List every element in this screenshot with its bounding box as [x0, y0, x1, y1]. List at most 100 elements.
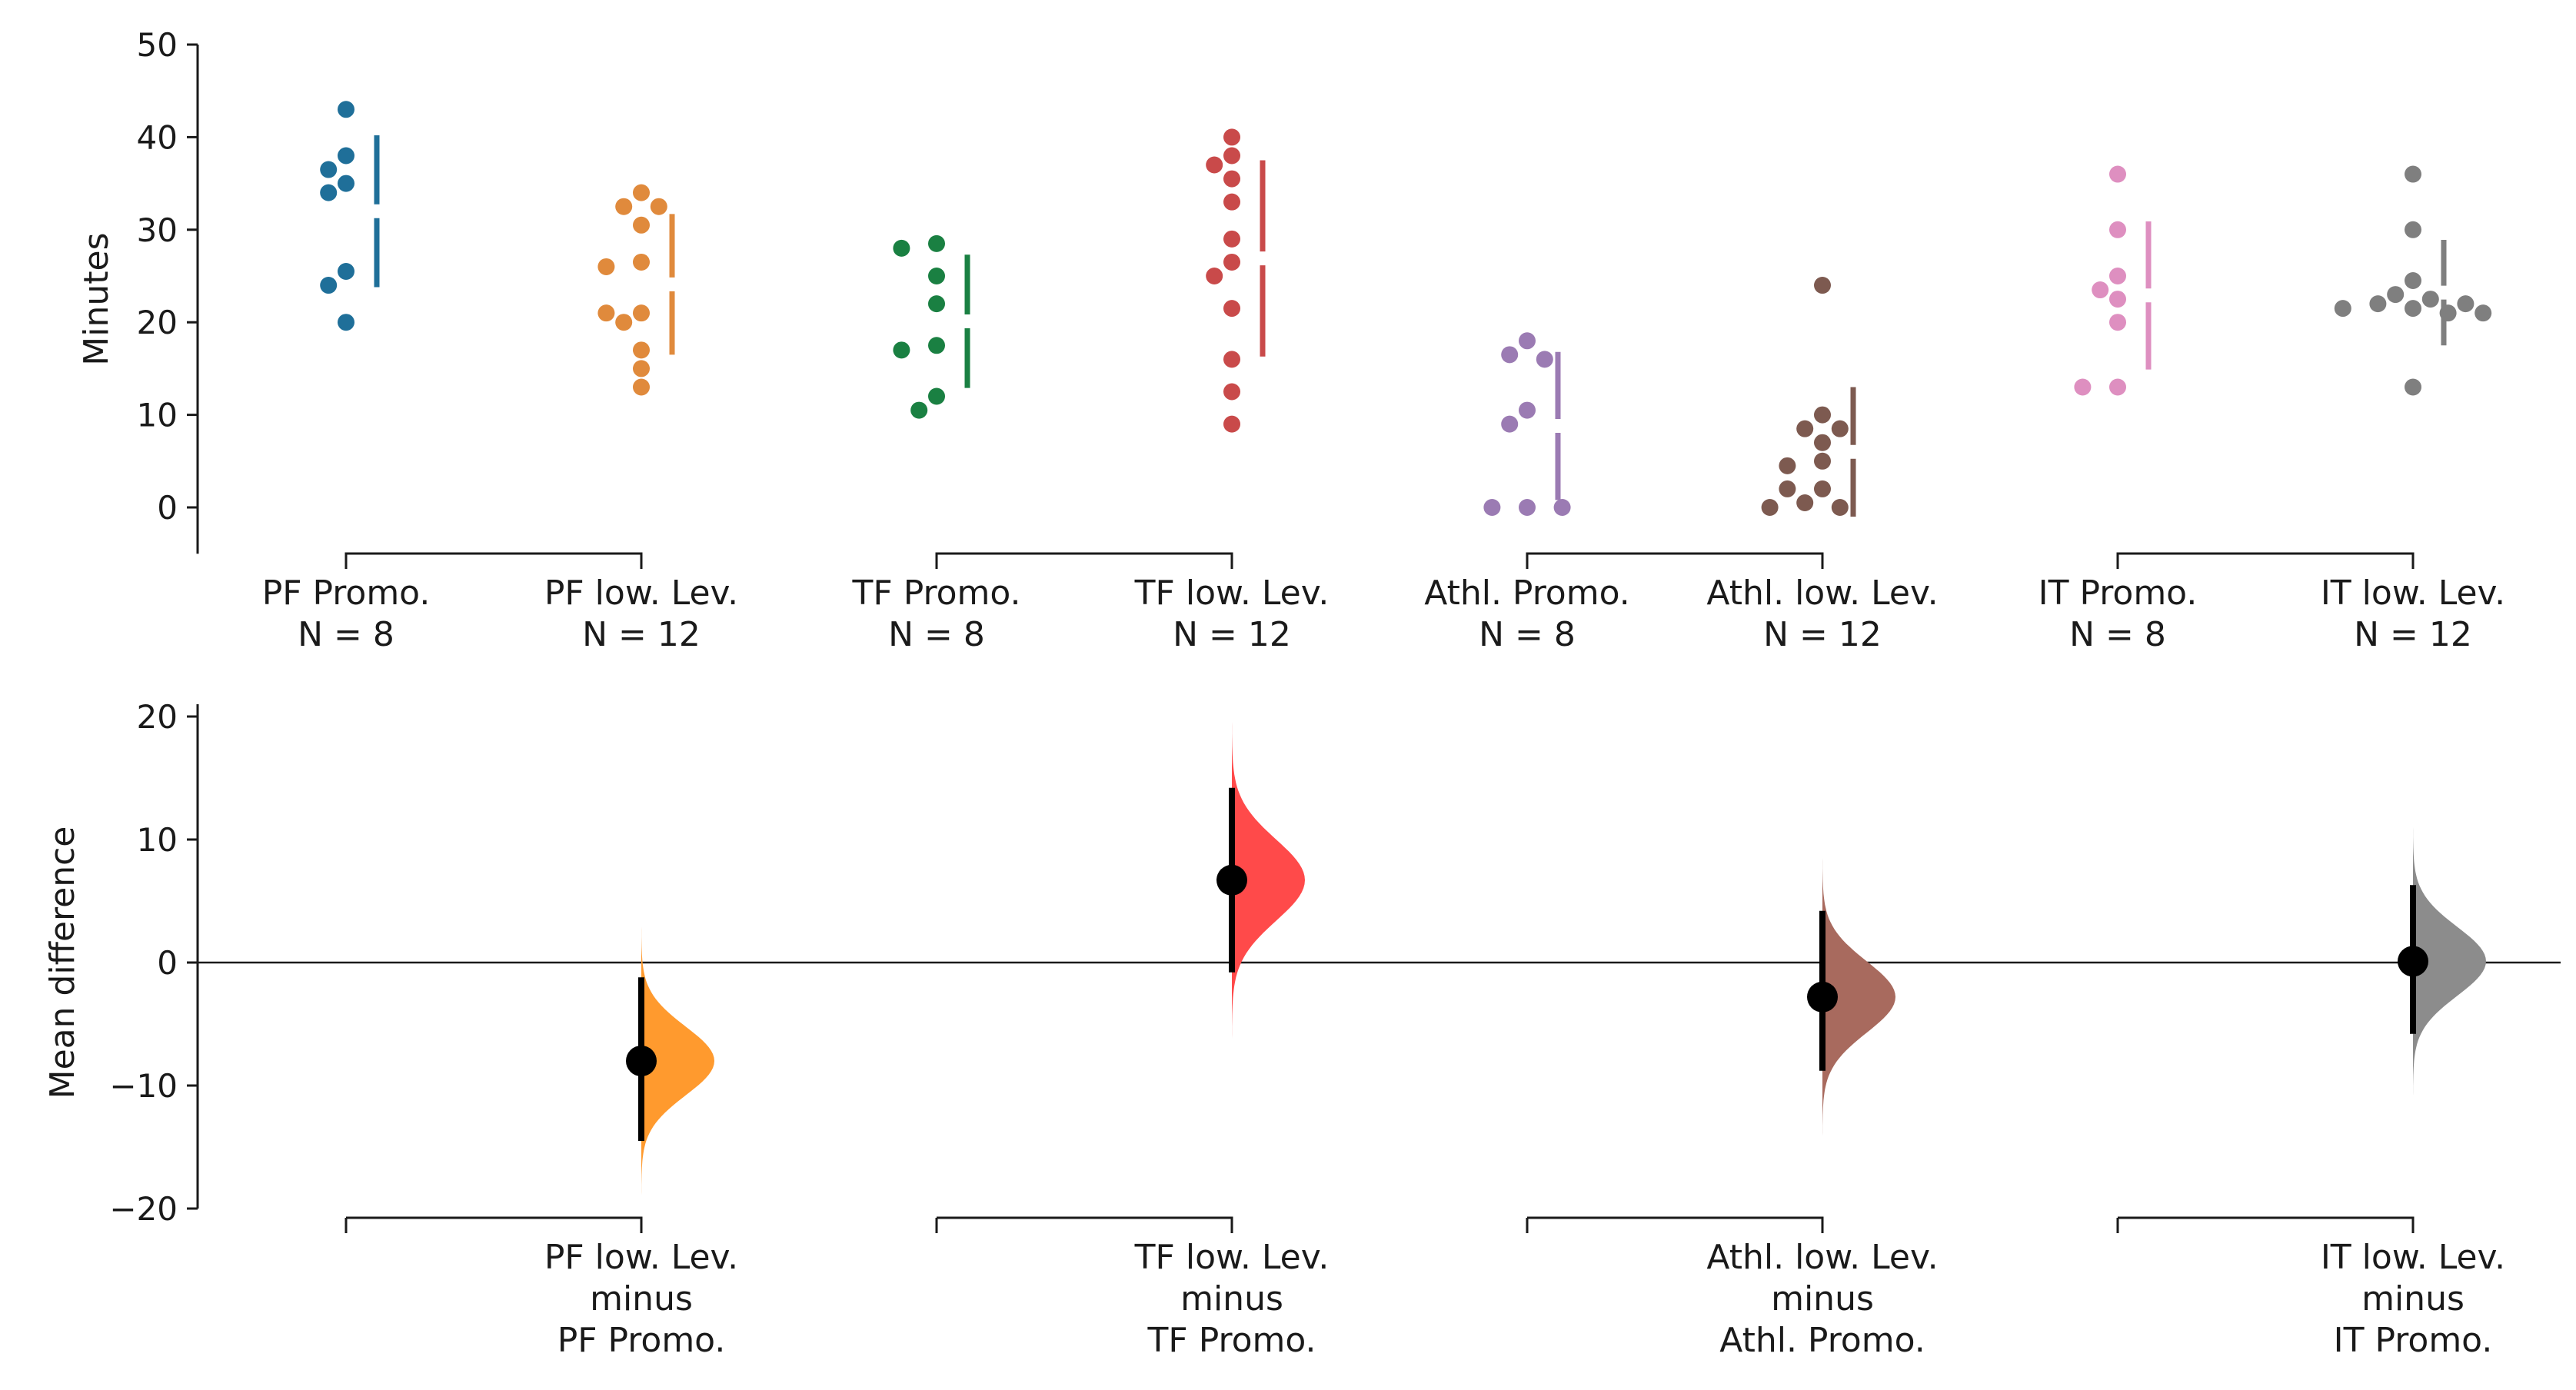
comparison-bracket: [346, 1216, 643, 1233]
data-point: [1814, 406, 1831, 424]
data-point: [338, 262, 354, 280]
data-point: [1519, 332, 1536, 350]
data-point: [633, 360, 650, 377]
data-point: [615, 198, 633, 215]
bootstrap-distribution: [2413, 823, 2486, 1099]
group-name-label: PF Promo.: [262, 574, 431, 613]
y-tick-label: 0: [157, 944, 178, 982]
data-point: [1831, 499, 1849, 516]
data-point: [1501, 346, 1519, 364]
comparison-label: TF low. Lev.: [1134, 1238, 1330, 1277]
data-point: [1223, 170, 1240, 188]
data-point: [597, 258, 615, 275]
group-name-label: TF Promo.: [852, 574, 1021, 613]
bootstrap-distribution: [1822, 854, 1895, 1140]
data-point: [1779, 457, 1796, 474]
comparison-label: IT low. Lev.: [2321, 1238, 2505, 1277]
data-point: [2074, 378, 2092, 396]
group-name-label: TF low. Lev.: [1134, 574, 1330, 613]
data-point: [1223, 383, 1240, 401]
data-point: [1223, 351, 1240, 368]
data-point: [1206, 268, 1223, 284]
data-point: [1501, 415, 1519, 433]
comparison-label: PF low. Lev.: [544, 1238, 738, 1277]
y-tick-label: 10: [137, 821, 178, 859]
data-point: [2405, 378, 2421, 396]
data-point: [633, 253, 650, 271]
data-point: [1796, 494, 1814, 511]
data-point: [1223, 253, 1240, 271]
data-point: [1223, 147, 1240, 165]
data-point: [2109, 165, 2126, 183]
data-point: [2334, 300, 2351, 318]
data-point: [1223, 415, 1240, 433]
data-point: [633, 304, 650, 322]
data-point: [928, 387, 945, 405]
data-point: [320, 277, 338, 294]
group-n-label: N = 12: [1173, 615, 1291, 654]
data-point: [928, 234, 945, 252]
data-point: [1796, 420, 1814, 437]
y-tick-label: −20: [109, 1190, 178, 1228]
group-n-label: N = 8: [2069, 615, 2166, 654]
group-n-label: N = 8: [298, 615, 394, 654]
data-point: [2405, 221, 2421, 238]
comparison-label: Athl. Promo.: [1719, 1321, 1925, 1360]
bootstrap-distribution: [641, 923, 714, 1199]
data-point: [2405, 300, 2421, 318]
data-point: [1223, 230, 1240, 248]
data-point: [2109, 314, 2126, 331]
data-point: [2109, 291, 2126, 308]
data-point: [2109, 221, 2126, 238]
data-point: [2474, 304, 2492, 322]
data-point: [338, 147, 354, 165]
group-n-label: N = 12: [1763, 615, 1882, 654]
data-point: [2109, 378, 2126, 396]
y-tick-label: 10: [137, 397, 178, 434]
comparison-label: minus: [590, 1279, 693, 1319]
data-point: [1814, 452, 1831, 470]
comparison-label: minus: [2361, 1279, 2465, 1319]
data-point: [2387, 286, 2405, 304]
y-tick-label: 50: [137, 26, 178, 64]
data-point: [650, 198, 667, 215]
comparison-label: TF Promo.: [1147, 1321, 1316, 1360]
y-axis-label: Minutes: [77, 232, 116, 365]
y-tick-label: 0: [157, 489, 178, 527]
comparison-label: minus: [1771, 1279, 1874, 1319]
data-point: [893, 341, 910, 359]
y-tick-label: 30: [137, 211, 178, 249]
mean-difference-point: [2398, 946, 2428, 977]
group-name-label: PF low. Lev.: [544, 574, 738, 613]
group-name-label: IT Promo.: [2039, 574, 2198, 613]
group-n-label: N = 12: [2354, 615, 2472, 654]
group-name-label: IT low. Lev.: [2321, 574, 2505, 613]
data-point: [1519, 401, 1536, 419]
mean-difference-point: [626, 1046, 657, 1076]
data-point: [910, 401, 928, 419]
data-point: [1483, 499, 1501, 516]
data-point: [1519, 499, 1536, 516]
y-tick-label: 40: [137, 118, 178, 156]
data-point: [1831, 420, 1849, 437]
data-point: [2421, 291, 2439, 308]
data-point: [1814, 480, 1831, 497]
comparison-bracket: [1527, 1216, 1824, 1233]
data-point: [320, 161, 338, 178]
data-point: [633, 341, 650, 359]
data-point: [338, 101, 354, 118]
data-point: [633, 378, 650, 396]
data-point: [2092, 281, 2109, 299]
comparison-bracket: [2118, 1216, 2415, 1233]
data-point: [1223, 128, 1240, 146]
data-point: [633, 184, 650, 201]
data-point: [928, 337, 945, 354]
group-name-label: Athl. Promo.: [1424, 574, 1629, 613]
bootstrap-distribution: [1232, 717, 1305, 1042]
group-name-label: Athl. low. Lev.: [1706, 574, 1938, 613]
group-n-label: N = 12: [582, 615, 701, 654]
mean-difference-point: [1807, 981, 1838, 1013]
